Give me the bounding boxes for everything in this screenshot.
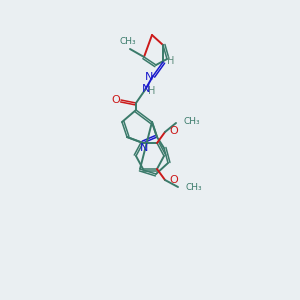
Text: O: O: [169, 175, 178, 185]
Text: N: N: [140, 143, 148, 153]
Text: CH₃: CH₃: [184, 116, 201, 125]
Text: N: N: [142, 84, 150, 94]
Text: CH₃: CH₃: [186, 182, 202, 191]
Text: H: H: [167, 56, 175, 66]
Text: N: N: [145, 72, 153, 82]
Text: O: O: [112, 95, 120, 105]
Text: O: O: [169, 126, 178, 136]
Text: H: H: [148, 86, 156, 96]
Text: CH₃: CH₃: [120, 38, 136, 46]
